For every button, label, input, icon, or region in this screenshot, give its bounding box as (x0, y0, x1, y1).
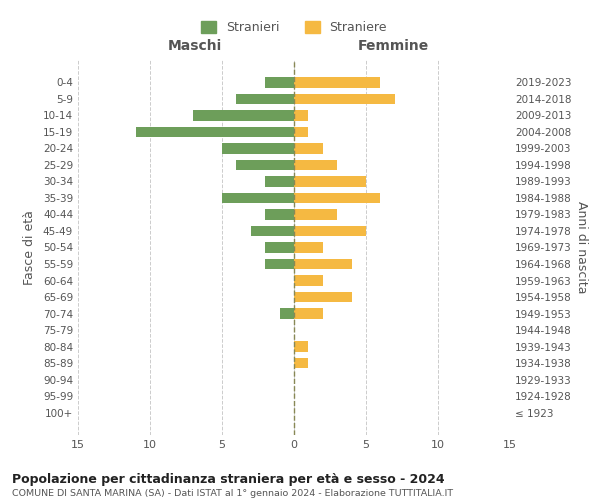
Bar (265, 209, 294, 220)
Bar (294, 126, 308, 138)
Text: Popolazione per cittadinanza straniera per età e sesso - 2024: Popolazione per cittadinanza straniera p… (12, 472, 445, 486)
Text: Maschi: Maschi (167, 38, 222, 52)
Bar (294, 341, 308, 352)
Bar (294, 358, 308, 368)
Bar (265, 176, 294, 187)
Bar (193, 110, 294, 121)
Bar (294, 77, 380, 88)
Bar (294, 143, 323, 154)
Bar (294, 275, 323, 286)
Bar (236, 94, 294, 104)
Bar (294, 226, 366, 236)
Bar (294, 308, 323, 319)
Bar (294, 292, 352, 302)
Bar (294, 192, 380, 203)
Bar (294, 209, 337, 220)
Bar (222, 143, 294, 154)
Bar (280, 308, 294, 319)
Bar (265, 77, 294, 88)
Text: COMUNE DI SANTA MARINA (SA) - Dati ISTAT al 1° gennaio 2024 - Elaborazione TUTTI: COMUNE DI SANTA MARINA (SA) - Dati ISTAT… (12, 489, 453, 498)
Bar (222, 192, 294, 203)
Bar (265, 242, 294, 253)
Y-axis label: Anni di nascita: Anni di nascita (575, 201, 588, 294)
Bar (294, 110, 308, 121)
Bar (251, 226, 294, 236)
Bar (294, 94, 395, 104)
Bar (136, 126, 294, 138)
Bar (294, 258, 352, 270)
Bar (265, 258, 294, 270)
Y-axis label: Fasce di età: Fasce di età (23, 210, 36, 285)
Legend: Stranieri, Straniere: Stranieri, Straniere (197, 18, 391, 38)
Text: Femmine: Femmine (358, 38, 429, 52)
Bar (294, 176, 366, 187)
Bar (294, 160, 337, 170)
Bar (294, 242, 323, 253)
Bar (236, 160, 294, 170)
